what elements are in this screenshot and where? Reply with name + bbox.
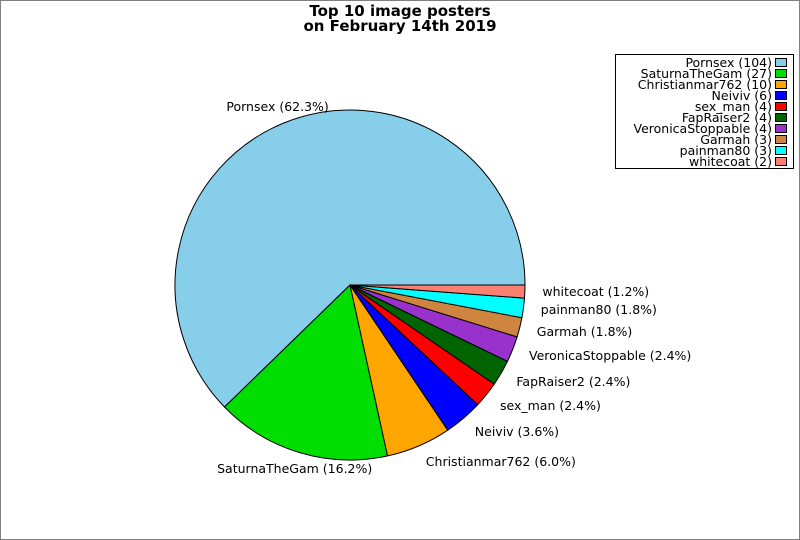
slice-label-whitecoat: whitecoat (1.2%) xyxy=(542,284,650,300)
legend-swatch-christianmar762 xyxy=(775,80,787,89)
legend-box: Pornsex (104) SaturnaTheGam (27) Christian… xyxy=(615,54,794,169)
legend-row-garmah: Garmah (3) xyxy=(620,132,787,147)
slice-label-painman80: painman80 (1.8%) xyxy=(540,302,657,318)
legend-swatch-saturnathegam xyxy=(775,69,787,78)
legend-label-fapraiser2: FapRaiser2 (4) xyxy=(681,110,772,125)
legend-label-garmah: Garmah (3) xyxy=(700,132,772,147)
legend-swatch-neiviv xyxy=(775,91,787,100)
legend-row-painman80: painman80 (3) xyxy=(620,143,787,158)
legend-row-veronicastoppable: VeronicaStoppable (4) xyxy=(620,121,787,136)
legend-row-fapraiser2: FapRaiser2 (4) xyxy=(620,110,787,125)
slice-label-veronicastoppable: VeronicaStoppable (2.4%) xyxy=(529,347,692,363)
legend-row-christianmar762: Christianmar762 (10) xyxy=(620,77,787,92)
legend-label-pornsex: Pornsex (104) xyxy=(685,55,772,70)
slice-label-saturnathegam: SaturnaTheGam (16.2%) xyxy=(217,461,373,477)
slice-label-sex-man: sex_man (2.4%) xyxy=(500,397,601,413)
legend-row-pornsex: Pornsex (104) xyxy=(620,55,787,70)
legend-label-whitecoat: whitecoat (2) xyxy=(689,154,772,169)
legend-swatch-veronicastoppable xyxy=(775,124,787,133)
slice-label-pornsex: Pornsex (62.3%) xyxy=(226,98,329,114)
slice-label-neiviv: Neiviv (3.6%) xyxy=(474,423,560,439)
chart-title: Top 10 image posters on February 14th 20… xyxy=(1,4,799,34)
legend-label-neiviv: Neiviv (6) xyxy=(711,88,772,103)
legend-swatch-painman80 xyxy=(775,146,787,155)
legend-label-saturnathegam: SaturnaTheGam (27) xyxy=(640,66,772,81)
legend-label-veronicastoppable: VeronicaStoppable (4) xyxy=(633,121,772,136)
legend-label-christianmar762: Christianmar762 (10) xyxy=(637,77,772,92)
chart-title-line1: Top 10 image posters xyxy=(309,2,491,20)
legend-swatch-sex-man xyxy=(775,102,787,111)
legend-label-painman80: painman80 (3) xyxy=(679,143,772,158)
legend-row-saturnathegam: SaturnaTheGam (27) xyxy=(620,66,787,81)
legend-row-neiviv: Neiviv (6) xyxy=(620,88,787,103)
legend-row-sex-man: sex_man (4) xyxy=(620,99,787,114)
legend-swatch-whitecoat xyxy=(775,157,787,166)
pie-slice-saturnathegam xyxy=(223,284,389,461)
legend-swatch-garmah xyxy=(775,135,787,144)
slice-label-garmah: Garmah (1.8%) xyxy=(536,323,633,339)
pie-slice-pornsex xyxy=(174,109,526,408)
legend-label-sex-man: sex_man (4) xyxy=(694,99,772,114)
pie-slice-whitecoat xyxy=(349,284,526,299)
chart-title-line2: on February 14th 2019 xyxy=(303,17,497,35)
legend-swatch-fapraiser2 xyxy=(775,113,787,122)
slice-label-fapraiser2: FapRaiser2 (2.4%) xyxy=(516,373,631,389)
legend-row-whitecoat: whitecoat (2) xyxy=(620,154,787,169)
slice-label-christianmar762: Christianmar762 (6.0%) xyxy=(425,454,576,469)
legend-swatch-pornsex xyxy=(775,58,787,67)
